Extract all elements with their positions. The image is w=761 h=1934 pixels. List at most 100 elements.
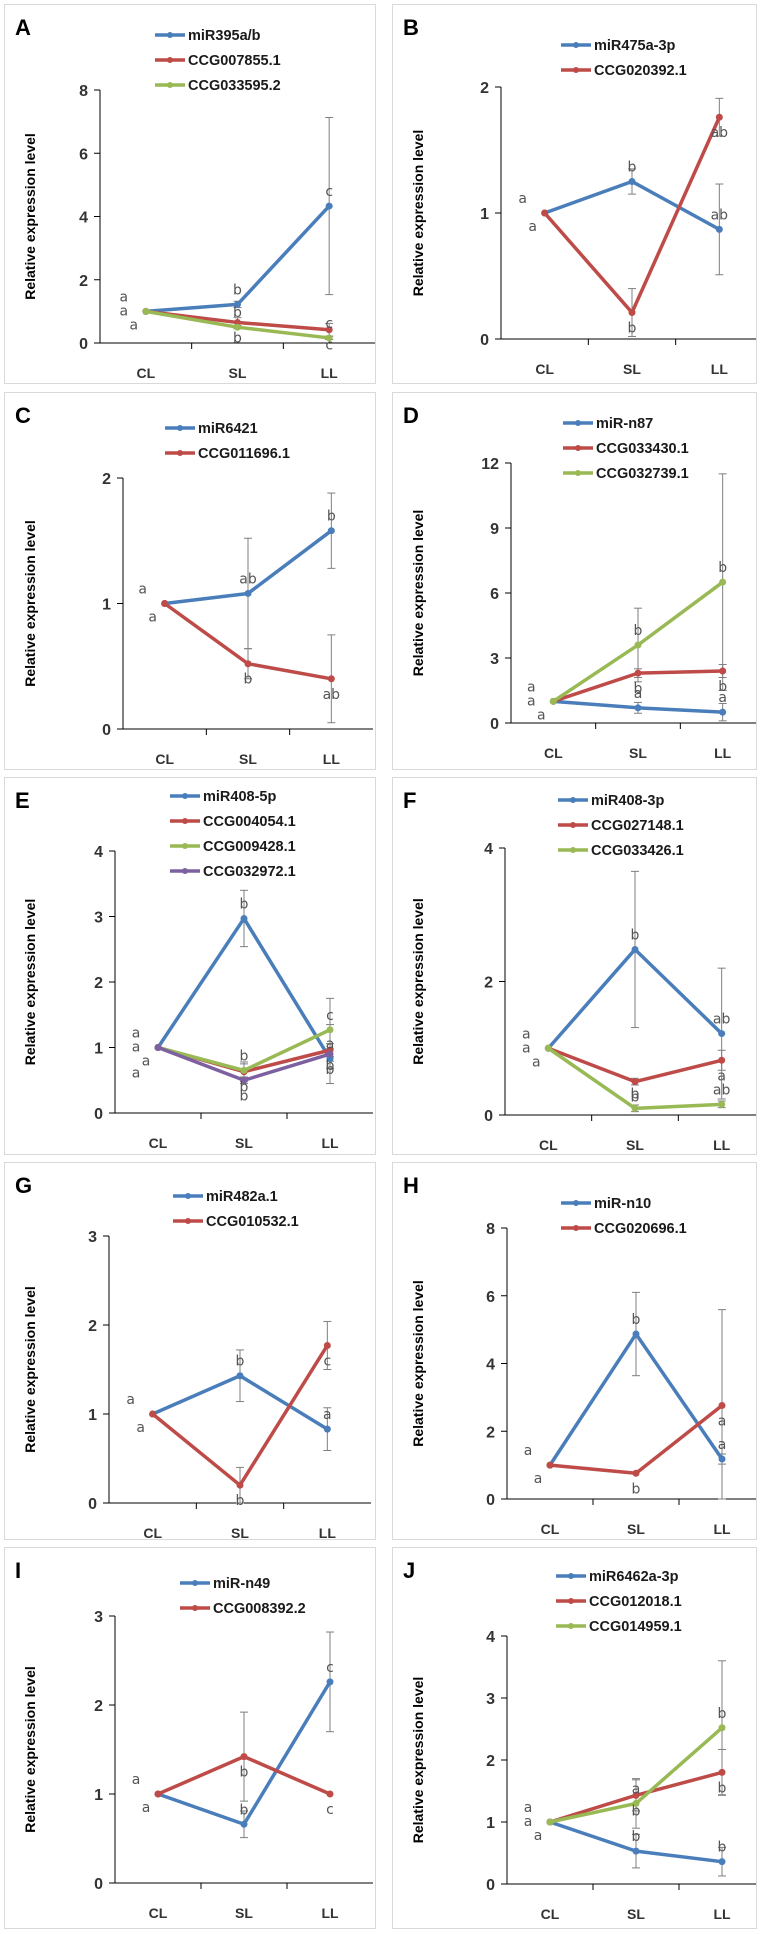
x-tick-label: LL — [321, 1135, 339, 1151]
legend-marker — [177, 450, 183, 456]
y-axis-label: Relative expression level — [410, 510, 426, 677]
data-point — [631, 945, 639, 953]
y-tick-label: 0 — [79, 336, 88, 353]
y-tick-label: 1 — [88, 1407, 97, 1424]
data-point — [149, 1410, 157, 1418]
panel-a: A 0 2 4 6 8 CL SL LL Relative expression level a b c… — [4, 4, 376, 384]
legend-label: CCG033426.1 — [591, 843, 684, 859]
legend-marker — [573, 1200, 579, 1206]
data-point — [236, 1481, 244, 1489]
significance-letter: c — [323, 1353, 331, 1369]
legend-marker — [192, 1605, 198, 1611]
significance-letter: ab — [323, 687, 341, 703]
legend-label: miR6462a-3p — [589, 1569, 679, 1585]
chart-svg: I 0 1 2 3 CL SL LL Relative expression level a b c a… — [15, 1558, 373, 1921]
legend-marker — [568, 1598, 574, 1604]
y-tick-label: 2 — [486, 1424, 495, 1441]
x-tick-label: CL — [544, 745, 563, 761]
significance-letter: a — [326, 1037, 335, 1053]
data-point — [719, 667, 727, 675]
data-point — [154, 1044, 162, 1051]
y-tick-label: 2 — [102, 471, 111, 488]
significance-letter: b — [628, 321, 637, 337]
significance-letter: c — [326, 1008, 334, 1024]
y-tick-label: 9 — [490, 521, 499, 538]
y-tick-label: 8 — [486, 1221, 495, 1238]
data-point — [544, 1044, 552, 1052]
significance-letter: c — [325, 184, 333, 200]
chart-svg: A 0 2 4 6 8 CL SL LL Relative expression level a b c… — [15, 15, 375, 381]
y-axis-label: Relative expression level — [22, 133, 38, 300]
data-point — [327, 675, 335, 683]
data-point — [718, 1858, 726, 1866]
legend-marker — [182, 818, 188, 824]
data-point — [234, 323, 241, 331]
x-tick-label: CL — [136, 365, 155, 381]
significance-letter: a — [136, 1420, 145, 1436]
significance-letter: b — [236, 1493, 245, 1509]
data-point — [234, 300, 241, 308]
data-point — [244, 660, 252, 668]
panel-g: G 0 1 2 3 CL SL LL Relative expression level a b a a… — [4, 1162, 376, 1540]
data-point — [327, 527, 335, 535]
y-tick-label: 1 — [94, 1787, 103, 1804]
y-tick-label: 6 — [490, 586, 499, 603]
data-point — [546, 1461, 554, 1469]
panel-j: J 0 1 2 3 4 CL SL LL Relative expression level a b b… — [392, 1547, 757, 1929]
significance-letter: a — [718, 1437, 727, 1453]
x-tick-label: LL — [323, 751, 341, 767]
x-tick-label: SL — [235, 1905, 253, 1921]
significance-letter: a — [518, 191, 527, 207]
significance-letter: b — [233, 330, 242, 346]
y-axis-label: Relative expression level — [22, 520, 38, 687]
data-point — [718, 1100, 726, 1108]
x-tick-label: CL — [149, 1135, 168, 1151]
data-point — [632, 1847, 640, 1855]
significance-letter: b — [326, 1058, 335, 1074]
significance-letter: a — [524, 1443, 533, 1459]
significance-letter: ab — [713, 1012, 731, 1028]
significance-letter: a — [142, 1800, 151, 1816]
legend-marker — [568, 1573, 574, 1579]
y-tick-label: 4 — [484, 841, 493, 858]
data-point — [325, 334, 333, 342]
significance-letter: a — [126, 1392, 135, 1408]
legend-label: CCG012018.1 — [589, 1594, 682, 1610]
data-point — [715, 225, 723, 233]
data-point — [718, 1724, 726, 1732]
y-tick-label: 0 — [490, 716, 499, 733]
significance-letter: b — [233, 305, 242, 321]
data-point — [236, 1372, 244, 1380]
x-tick-label: CL — [149, 1905, 168, 1921]
data-point — [632, 1469, 640, 1477]
panel-e: E 0 1 2 3 4 CL SL LL Relative expression level a b a… — [4, 777, 376, 1155]
significance-letter: b — [631, 1086, 640, 1102]
y-tick-label: 4 — [79, 210, 88, 227]
legend-label: miR408-3p — [591, 793, 664, 809]
significance-letter: a — [524, 1800, 533, 1816]
data-point — [718, 1402, 726, 1410]
significance-letter: b — [718, 1780, 727, 1796]
panel-i: I 0 1 2 3 CL SL LL Relative expression level a b c a… — [4, 1547, 376, 1929]
panel-h: H 0 2 4 6 8 CL SL LL Relative expression level a b a… — [392, 1162, 757, 1540]
y-tick-label: 6 — [486, 1289, 495, 1306]
y-axis-label: Relative expression level — [22, 1666, 38, 1833]
significance-letter: a — [532, 1054, 541, 1070]
significance-letter: b — [326, 1062, 335, 1078]
y-tick-label: 1 — [94, 1041, 103, 1058]
significance-letter: b — [240, 1802, 249, 1818]
x-tick-label: LL — [321, 1905, 339, 1921]
legend-label: CCG020696.1 — [594, 1221, 687, 1237]
significance-letter: b — [240, 1088, 249, 1104]
significance-letter: c — [326, 1660, 334, 1676]
y-tick-label: 0 — [484, 1108, 493, 1125]
y-tick-label: 0 — [94, 1876, 103, 1893]
panel-d: D 0 3 6 9 12 CL SL LL Relative expression level a a… — [392, 392, 757, 770]
legend-label: miR475a-3p — [594, 38, 676, 54]
data-point — [326, 1050, 334, 1058]
significance-letter: a — [522, 1026, 531, 1042]
significance-letter: a — [634, 686, 643, 702]
y-tick-label: 2 — [88, 1318, 97, 1335]
